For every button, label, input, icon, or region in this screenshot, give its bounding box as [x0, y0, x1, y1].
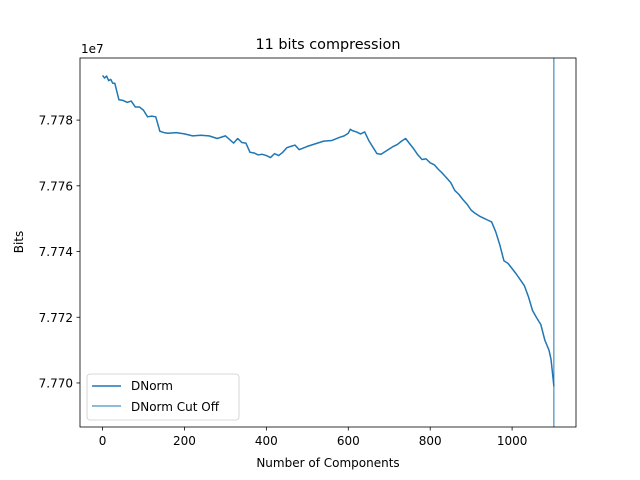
y-offset-text: 1e7 — [81, 42, 104, 56]
y-axis-label: Bits — [12, 231, 26, 254]
legend: DNorm DNorm Cut Off — [86, 373, 240, 421]
legend-label-dnorm: DNorm — [131, 379, 173, 393]
y-axis: 7.770 7.772 7.774 7.776 7.778 — [39, 114, 80, 390]
x-tick-label: 800 — [419, 434, 442, 448]
x-axis: 0 200 400 600 800 1000 — [99, 427, 528, 448]
series-layer — [101, 58, 555, 427]
legend-label-cutoff: DNorm Cut Off — [131, 400, 220, 414]
y-tick-label: 7.778 — [39, 114, 73, 128]
plot-frame — [79, 57, 577, 428]
legend-box — [86, 373, 240, 421]
chart-title: 11 bits compression — [256, 37, 401, 53]
x-tick-label: 600 — [337, 434, 360, 448]
y-tick-label: 7.776 — [39, 179, 73, 193]
x-tick-label: 1000 — [497, 434, 528, 448]
y-tick-label: 7.774 — [39, 245, 73, 259]
y-tick-label: 7.772 — [39, 311, 73, 325]
x-axis-label: Number of Components — [256, 456, 399, 470]
x-tick-label: 0 — [99, 434, 107, 448]
x-tick-label: 200 — [173, 434, 196, 448]
y-tick-label: 7.770 — [39, 376, 73, 390]
series-dnorm-line — [101, 74, 555, 387]
x-tick-label: 400 — [255, 434, 278, 448]
